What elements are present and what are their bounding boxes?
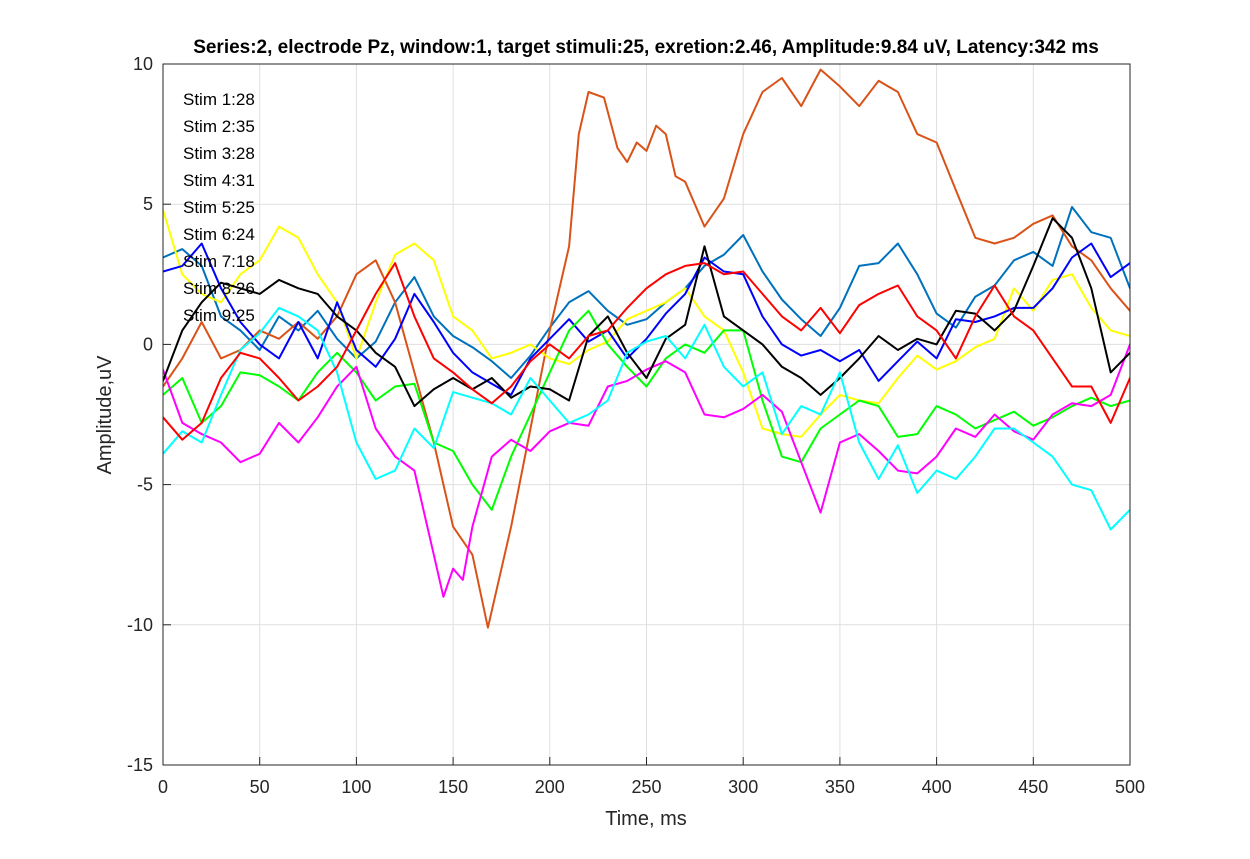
x-tick-label: 250 bbox=[631, 777, 661, 797]
y-tick-label: -15 bbox=[127, 755, 153, 775]
series-line-7 bbox=[163, 217, 1130, 408]
series-line-8 bbox=[163, 306, 1130, 531]
legend-entry: Stim 7:18 bbox=[183, 252, 255, 271]
legend-entry: Stim 2:35 bbox=[183, 117, 255, 136]
series-line-3 bbox=[163, 208, 1130, 438]
y-tick-label: -5 bbox=[137, 475, 153, 495]
y-tick-label: 10 bbox=[133, 54, 153, 74]
legend-entry: Stim 6:24 bbox=[183, 225, 255, 244]
series-line-6 bbox=[163, 343, 1130, 598]
legend-entry: Stim 3:28 bbox=[183, 144, 255, 163]
y-tick-label: -10 bbox=[127, 615, 153, 635]
x-tick-label: 150 bbox=[438, 777, 468, 797]
x-tick-label: 0 bbox=[158, 777, 168, 797]
legend-entry: Stim 4:31 bbox=[183, 171, 255, 190]
x-tick-label: 400 bbox=[922, 777, 952, 797]
x-tick-label: 200 bbox=[535, 777, 565, 797]
x-tick-label: 350 bbox=[825, 777, 855, 797]
legend-entry: Stim 5:25 bbox=[183, 198, 255, 217]
series-line-1 bbox=[163, 206, 1130, 379]
x-tick-label: 50 bbox=[250, 777, 270, 797]
legend-entry: Stim 8:26 bbox=[183, 279, 255, 298]
x-tick-label: 450 bbox=[1018, 777, 1048, 797]
y-tick-label: 5 bbox=[143, 194, 153, 214]
y-axis-label: Amplitude,uV bbox=[94, 355, 116, 475]
x-tick-label: 100 bbox=[341, 777, 371, 797]
y-tick-label: 0 bbox=[143, 334, 153, 354]
legend-entry: Stim 9:25 bbox=[183, 306, 255, 325]
series-line-9 bbox=[163, 262, 1130, 441]
series-line-4 bbox=[163, 242, 1130, 396]
series-line-5 bbox=[163, 309, 1130, 511]
chart-title: Series:2, electrode Pz, window:1, target… bbox=[193, 37, 1099, 58]
x-tick-label: 500 bbox=[1115, 777, 1145, 797]
x-axis-label: Time, ms bbox=[605, 808, 686, 830]
series-lines bbox=[163, 68, 1130, 629]
legend-entry: Stim 1:28 bbox=[183, 90, 255, 109]
axis-ticks: 0 50 100 150 200 250 300 350 400 450 500 -15 -10 -5 0 5… bbox=[127, 54, 1145, 797]
legend: Stim 1:28 Stim 2:35 Stim 3:28 Stim 4:31 Stim… bbox=[183, 90, 255, 325]
x-tick-label: 300 bbox=[728, 777, 758, 797]
